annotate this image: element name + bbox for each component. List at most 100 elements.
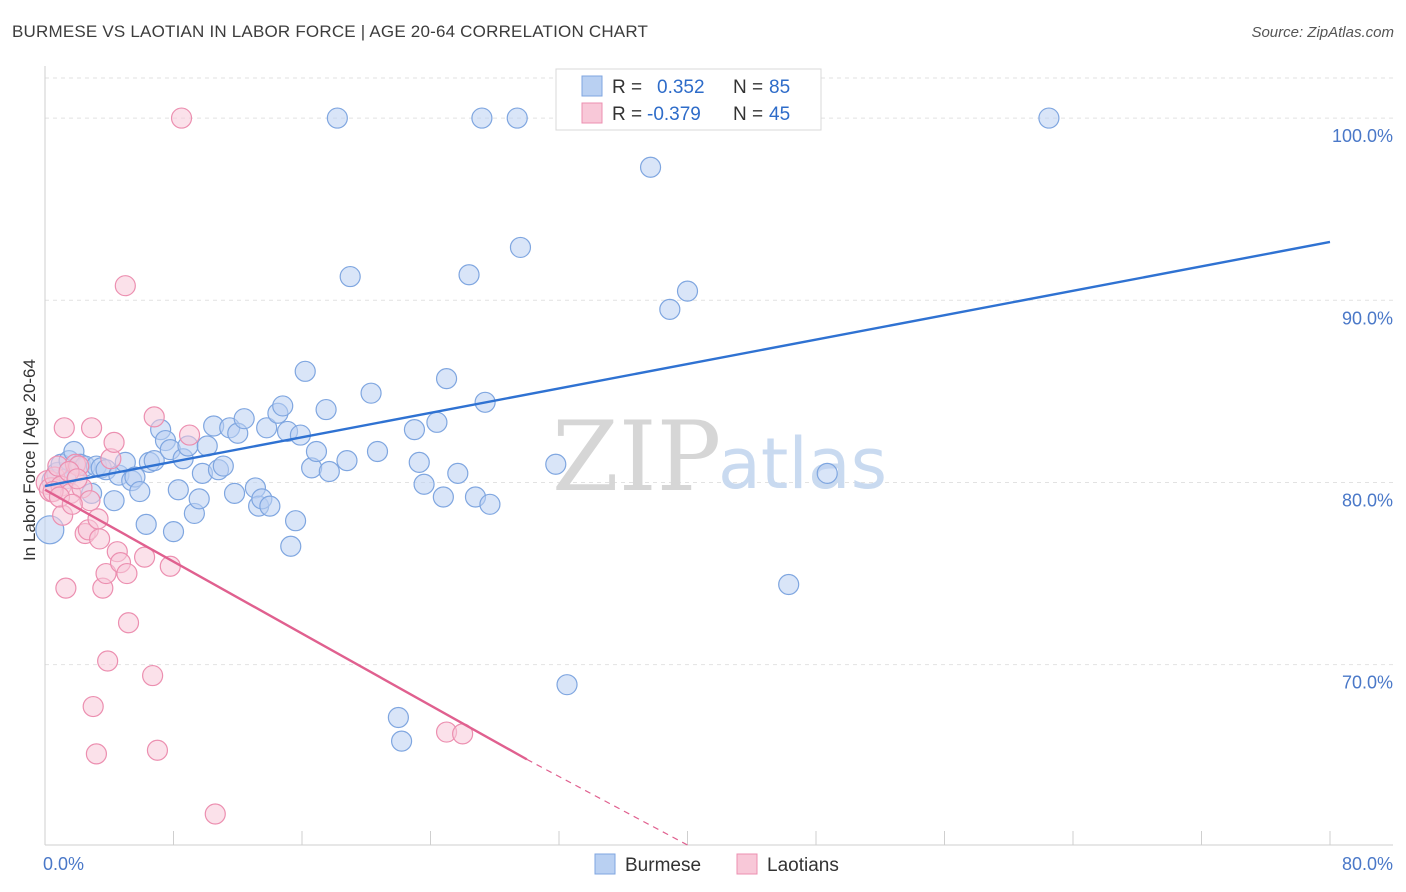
burmese-point: [366, 440, 389, 463]
burmese-point: [162, 521, 185, 543]
burmese-point: [403, 419, 426, 441]
burmese-point: [479, 493, 501, 515]
burmese-point: [280, 535, 302, 557]
burmese-point: [426, 411, 448, 433]
burmese-point: [545, 453, 567, 475]
burmese-point: [223, 482, 246, 504]
burmese-point: [659, 298, 681, 320]
burmese-point: [408, 451, 430, 474]
laotian-point: [79, 490, 101, 512]
laotian-point: [178, 424, 201, 446]
burmese-point: [256, 417, 278, 439]
burmese-point: [284, 510, 307, 532]
laotian-point: [95, 562, 117, 585]
y-tick-label: 70.0%: [1342, 673, 1393, 693]
chart-title: BURMESE VS LAOTIAN IN LABOR FORCE | AGE …: [12, 22, 649, 41]
burmese-point: [212, 455, 234, 477]
stats-n-value-laotians: 45: [769, 104, 790, 125]
burmese-point: [432, 486, 454, 508]
laotian-point: [146, 739, 169, 761]
stats-r-label-laotians: R =: [612, 104, 642, 125]
burmese-point: [336, 449, 358, 472]
y-tick-label: 100.0%: [1332, 126, 1393, 146]
laotian-point: [55, 577, 77, 599]
burmese-trend-line: [44, 240, 1331, 488]
laotian-point: [133, 546, 156, 568]
burmese-point: [387, 706, 409, 729]
laotian-point: [85, 743, 108, 765]
laotian-trend-line: [44, 488, 528, 761]
laotian-point: [142, 664, 164, 687]
burmese-point: [390, 730, 413, 752]
burmese-point: [676, 280, 699, 302]
legend-label-burmese: Burmese: [625, 855, 701, 876]
y-tick-label: 80.0%: [1342, 490, 1393, 510]
laotian-trend-extension: [526, 758, 688, 846]
laotian-point: [170, 107, 193, 129]
burmese-point: [272, 395, 294, 417]
burmese-point: [458, 264, 480, 286]
x-tick-label-max: 80.0%: [1342, 854, 1393, 874]
burmese-point: [305, 440, 328, 463]
laotian-point: [103, 431, 125, 453]
stats-swatch-burmese: [581, 75, 603, 97]
burmese-point: [103, 490, 125, 512]
laotian-point: [114, 275, 136, 297]
burmese-point: [816, 462, 838, 484]
stats-n-value-burmese: 85: [769, 77, 790, 98]
burmese-point: [135, 513, 157, 535]
y-tick-labels: 70.0% 80.0% 90.0% 100.0%: [1332, 126, 1393, 693]
burmese-point: [778, 573, 800, 596]
stats-n-label-burmese: N =: [733, 77, 763, 98]
burmese-point: [556, 674, 578, 696]
trend-lines: [44, 240, 1331, 846]
burmese-point: [233, 408, 255, 430]
burmese-point: [259, 495, 281, 517]
legend-swatch-laotians: [736, 853, 758, 875]
burmese-point: [318, 460, 340, 483]
laotian-point: [204, 803, 226, 825]
burmese-point: [167, 479, 189, 501]
laotian-point: [116, 562, 138, 585]
burmese-point: [639, 156, 662, 178]
legend: Burmese Laotians: [594, 853, 839, 876]
burmese-point: [471, 107, 493, 129]
laotian-point: [82, 695, 104, 718]
gridlines: [45, 77, 1395, 666]
burmese-point: [506, 107, 528, 129]
burmese-point: [326, 107, 348, 129]
laotian-point: [97, 650, 119, 672]
burmese-point: [188, 488, 210, 510]
burmese-point: [447, 462, 469, 484]
watermark-zip: ZIP: [552, 401, 721, 513]
axes: [44, 66, 1393, 846]
stats-n-label-laotians: N =: [733, 104, 763, 125]
burmese-point: [509, 236, 532, 259]
stats-r-value-burmese: 0.352: [657, 77, 705, 98]
burmese-point: [1038, 107, 1060, 129]
stats-r-value-laotians: -0.379: [647, 104, 701, 125]
laotian-point: [89, 528, 111, 550]
burmese-point: [294, 360, 316, 382]
laotian-point: [117, 612, 140, 634]
y-axis-label: In Labor Force | Age 20-64: [20, 359, 39, 561]
laotian-point: [53, 417, 75, 439]
laotian-point: [80, 417, 103, 439]
burmese-point: [360, 382, 382, 404]
legend-label-laotians: Laotians: [767, 855, 839, 876]
x-tick-label-min: 0.0%: [43, 854, 84, 874]
source-label: Source: ZipAtlas.com: [1251, 24, 1394, 41]
burmese-point: [413, 473, 435, 495]
burmese-point: [129, 480, 151, 503]
burmese-point: [315, 398, 337, 421]
y-tick-label: 90.0%: [1342, 308, 1393, 328]
stats-swatch-laotians: [581, 102, 603, 124]
legend-swatch-burmese: [594, 853, 616, 875]
burmese-point: [339, 265, 361, 288]
laotian-point: [143, 406, 165, 428]
stats-r-label-burmese: R =: [612, 77, 642, 98]
watermark-atlas: atlas: [718, 423, 887, 505]
burmese-point: [435, 368, 458, 390]
stats-box: R = 0.352 N = 85 R = -0.379 N = 45: [555, 68, 822, 131]
